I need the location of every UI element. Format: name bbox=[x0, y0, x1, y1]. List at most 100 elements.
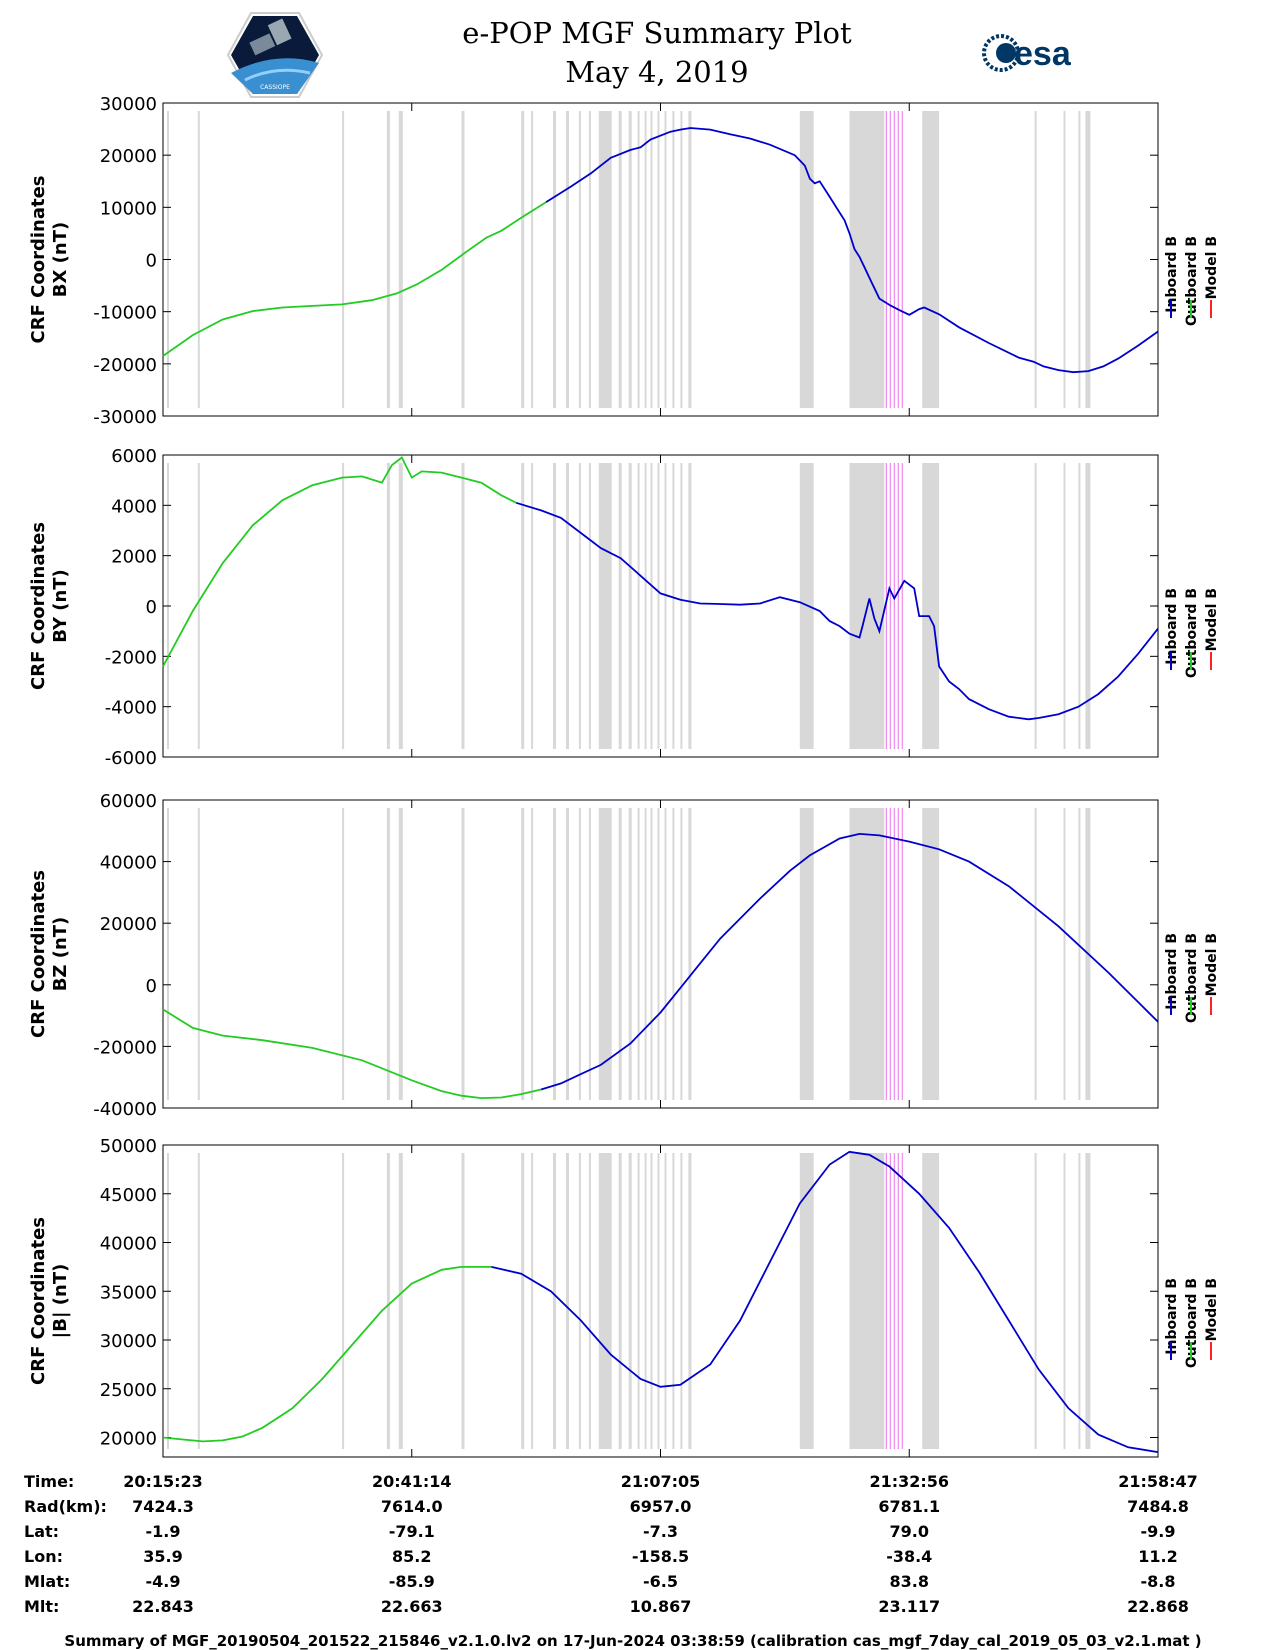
legend-label: Outboard B bbox=[1184, 933, 1200, 1023]
gap-band bbox=[628, 1153, 632, 1449]
gap-band bbox=[553, 1153, 556, 1449]
panel-3: 60000 40000 20000 0 -20000 -40000 CRF Coordina… bbox=[28, 791, 1220, 1120]
gap-band bbox=[672, 1153, 675, 1449]
gap-band bbox=[342, 808, 345, 1100]
gap-band bbox=[588, 111, 591, 408]
info-value: 20:15:23 bbox=[123, 1472, 203, 1491]
y-axis-label: BX (nT) bbox=[50, 222, 71, 297]
gap-band bbox=[688, 111, 692, 408]
gap-band bbox=[566, 808, 569, 1100]
gap-band bbox=[598, 463, 612, 749]
info-value: -79.1 bbox=[389, 1522, 435, 1541]
gap-band bbox=[664, 463, 667, 749]
y-tick-label: 2000 bbox=[111, 547, 157, 568]
gap-band bbox=[657, 463, 660, 749]
info-row-label: Lon: bbox=[24, 1547, 63, 1566]
gap-band bbox=[588, 463, 591, 749]
inboard-series bbox=[540, 832, 1159, 1091]
legend-label: Outboard B bbox=[1184, 1278, 1200, 1368]
gap-band bbox=[531, 111, 534, 408]
y-tick-label: 30000 bbox=[100, 94, 157, 115]
gap-band bbox=[167, 1153, 169, 1449]
gap-band bbox=[650, 808, 653, 1100]
gap-band bbox=[849, 111, 885, 408]
gap-band bbox=[1034, 463, 1037, 749]
outboard-series bbox=[162, 1008, 542, 1100]
gap-band bbox=[521, 808, 525, 1100]
gap-band bbox=[578, 808, 581, 1100]
gap-band bbox=[922, 1153, 940, 1449]
y-tick-label: -6000 bbox=[105, 748, 157, 769]
panel-1: 30000 20000 10000 0 -10000 -20000 -30000 CRF Co… bbox=[28, 94, 1220, 428]
esa-logo: esa bbox=[982, 34, 1072, 73]
gap-band bbox=[588, 1153, 591, 1449]
info-value: 7484.8 bbox=[1127, 1497, 1189, 1516]
y-tick-label: -40000 bbox=[93, 1099, 157, 1120]
gap-band bbox=[461, 1153, 465, 1449]
gap-band bbox=[578, 463, 581, 749]
y-tick-label: 20000 bbox=[100, 146, 157, 167]
gap-band bbox=[531, 808, 534, 1100]
legend-label: Inboard B bbox=[1164, 933, 1180, 1010]
y-tick-label: 35000 bbox=[100, 1282, 157, 1303]
gap-band bbox=[644, 808, 647, 1100]
gap-band bbox=[618, 463, 622, 749]
gap-band bbox=[398, 111, 403, 408]
gap-band bbox=[461, 463, 465, 749]
y-tick-label: 60000 bbox=[100, 791, 157, 812]
gap-band bbox=[680, 808, 683, 1100]
gap-band bbox=[521, 1153, 525, 1449]
info-value: 6781.1 bbox=[878, 1497, 940, 1516]
gap-band bbox=[461, 111, 465, 408]
gap-band bbox=[628, 111, 632, 408]
gap-band bbox=[799, 1153, 814, 1449]
y-axis-label: |B| (nT) bbox=[50, 1264, 71, 1339]
legend-label: Outboard B bbox=[1184, 236, 1200, 326]
gap-band bbox=[618, 1153, 622, 1449]
gap-band bbox=[398, 463, 403, 749]
gap-band bbox=[688, 808, 692, 1100]
y-tick-label: 4000 bbox=[111, 496, 157, 517]
gap-band bbox=[664, 1153, 667, 1449]
gap-band bbox=[461, 808, 465, 1100]
info-row-label: Lat: bbox=[24, 1522, 59, 1541]
legend-label: Inboard B bbox=[1164, 588, 1180, 665]
axes-frame bbox=[162, 1144, 1159, 1458]
gap-band bbox=[1085, 111, 1091, 408]
gap-band bbox=[1034, 808, 1037, 1100]
cassiope-logo-text: CASSIOPE bbox=[260, 84, 290, 91]
gap-band bbox=[1063, 463, 1066, 749]
gap-band bbox=[672, 111, 675, 408]
gap-band bbox=[1063, 808, 1066, 1100]
orbit-info-table: Time: 20:15:23 20:41:14 21:07:05 21:32:56 21:… bbox=[24, 1472, 1198, 1616]
info-value: 21:58:47 bbox=[1118, 1472, 1198, 1491]
gap-band bbox=[637, 1153, 640, 1449]
gap-band bbox=[386, 1153, 390, 1449]
gap-band bbox=[644, 463, 647, 749]
info-value: 23.117 bbox=[878, 1597, 940, 1616]
gap-band bbox=[618, 111, 622, 408]
gap-band bbox=[657, 111, 660, 408]
gap-band bbox=[167, 808, 169, 1100]
gap-band bbox=[1078, 1153, 1081, 1449]
gap-band bbox=[799, 808, 814, 1100]
gap-band bbox=[342, 463, 345, 749]
gap-band bbox=[386, 808, 390, 1100]
info-value: 35.9 bbox=[143, 1547, 182, 1566]
y-axis-label: CRF Coordinates bbox=[28, 522, 49, 690]
info-value: -9.9 bbox=[1141, 1522, 1176, 1541]
gap-band bbox=[849, 1153, 885, 1449]
info-value: -1.9 bbox=[146, 1522, 181, 1541]
y-tick-label: 40000 bbox=[100, 853, 157, 874]
outboard-series bbox=[162, 456, 517, 667]
info-value: 22.663 bbox=[381, 1597, 443, 1616]
legend-label: Inboard B bbox=[1164, 236, 1180, 313]
panel-2: 6000 4000 2000 0 -2000 -4000 -6000 CRF Coordina… bbox=[28, 446, 1220, 769]
plot-date: May 4, 2019 bbox=[565, 55, 748, 89]
gap-band bbox=[672, 808, 675, 1100]
gap-band bbox=[1085, 463, 1091, 749]
gap-band bbox=[197, 1153, 200, 1449]
y-tick-label: 20000 bbox=[100, 1429, 157, 1450]
